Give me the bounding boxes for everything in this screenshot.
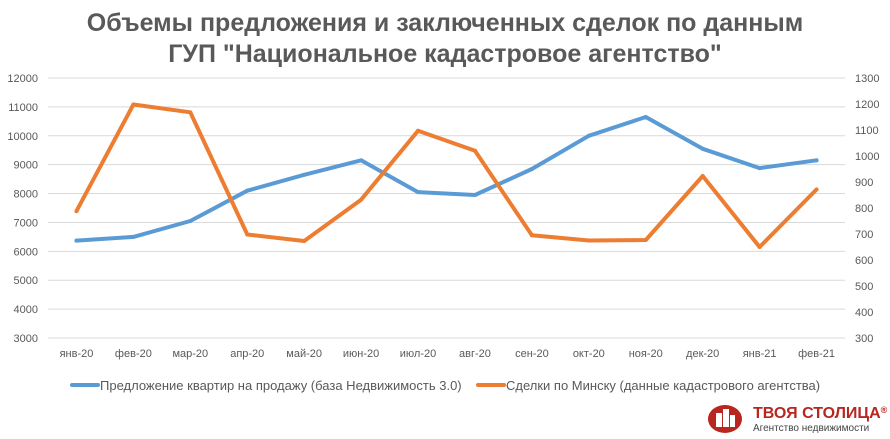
series-line-2 [74,102,819,249]
x-axis-tick-label: май-20 [286,348,322,360]
left-axis-tick-label: 11000 [8,102,38,114]
series-2-point [643,237,648,242]
left-axis-tick-label: 7000 [14,217,38,229]
right-axis-tick-label: 1200 [855,99,879,111]
chart-title-line-1: Объемы предложения и заключенных сделок … [86,9,804,37]
series-2-point [757,245,762,249]
right-axis-tick-label: 600 [855,255,873,267]
legend: Предложение квартир на продажу (база Нед… [70,378,820,393]
x-axis-tick-label: дек-20 [686,348,719,360]
series-line-1 [74,115,819,243]
logo-name: ТВОЯ СТОЛИЦА® [753,405,887,423]
x-axis-tick-label: сен-20 [515,348,549,360]
series-2-point [188,110,193,115]
right-axis-tick-label: 900 [855,177,873,189]
series-1-point [586,133,591,138]
series-2-point [814,187,819,192]
series-2-point [472,148,477,153]
x-axis-tick-label: фев-20 [115,348,152,360]
x-axis-tick-label: окт-20 [573,348,605,360]
left-axis-tick-label: 4000 [14,304,38,316]
left-axis-tick-label: 6000 [14,246,38,258]
series-2-point [700,174,705,179]
logo-subtitle: Агентство недвижимости [753,423,870,434]
x-axis-tick-label: фев-21 [798,348,835,360]
logo-registered-mark: ® [880,405,888,415]
series-2-point [302,239,307,244]
x-axis-tick-label: янв-20 [60,348,94,360]
x-axis-tick-label: апр-20 [230,348,264,360]
series-1-point [245,188,250,193]
left-axis-tick-label: 8000 [14,189,38,201]
left-axis-tick-labels: 3000 4000 5000 6000 7000 8000 9000 10000 11000 12… [7,73,38,345]
x-axis-tick-label: янв-21 [743,348,777,360]
left-axis-tick-label: 3000 [14,333,38,345]
series-1-point [74,238,79,243]
building-logo-icon [708,405,742,433]
series-1-point [643,115,648,119]
series-2-point [245,232,250,237]
x-axis-tick-label: ноя-20 [629,348,663,360]
series-2-point [416,128,421,133]
brand-logo: ТВОЯ СТОЛИЦА® Агентство недвижимости [705,402,887,436]
series-2-point [359,197,364,202]
right-axis-tick-label: 400 [855,307,873,319]
chart-title-line-2: ГУП "Национальное кадастровое агентство" [168,40,722,68]
series-1-point [529,167,534,171]
logo-name-text: ТВОЯ СТОЛИЦА [753,405,881,422]
right-axis-tick-label: 1100 [855,125,879,137]
series-1-point [416,190,421,195]
left-axis-tick-label: 10000 [7,131,38,143]
series-1-point [700,146,705,151]
series-1-point [302,172,307,177]
series-1-point [359,158,364,163]
left-axis-tick-label: 12000 [7,73,38,85]
x-axis-tick-label: мар-20 [172,348,208,360]
series-2-point [131,102,136,107]
legend-label: Сделки по Минску (данные кадастрового аг… [506,378,820,393]
right-axis-tick-labels: 300 400 500 600 700 800 900 1000 1100 1200 1300 [855,73,879,345]
series-1-point [472,193,477,197]
right-axis-tick-label: 800 [855,203,873,215]
left-axis-tick-label: 9000 [14,160,38,172]
x-axis-tick-labels: янв-20 фев-20 мар-20 апр-20 май-20 июн-20 июл-… [60,348,835,360]
legend-label: Предложение квартир на продажу (база Нед… [100,378,462,393]
x-axis-tick-label: июл-20 [400,348,436,360]
chart-title: Объемы предложения и заключенных сделок … [0,8,890,70]
series-2-point [586,238,591,243]
series-1-point [188,219,193,223]
gridlines [48,77,845,339]
x-axis-tick-label: июн-20 [343,348,379,360]
series-1-point [131,234,136,239]
series-2-point [529,233,534,238]
right-axis-tick-label: 300 [855,333,873,345]
series-1-point [757,166,762,171]
series-2-point [74,209,79,214]
right-axis-tick-label: 1300 [855,73,879,85]
right-axis-tick-label: 1000 [855,151,879,163]
series-lines [74,102,819,249]
series-1-point [814,158,819,163]
right-axis-tick-label: 700 [855,229,873,241]
right-axis-tick-label: 500 [855,281,873,293]
x-axis-tick-label: авг-20 [459,348,491,360]
left-axis-tick-label: 5000 [14,275,38,287]
